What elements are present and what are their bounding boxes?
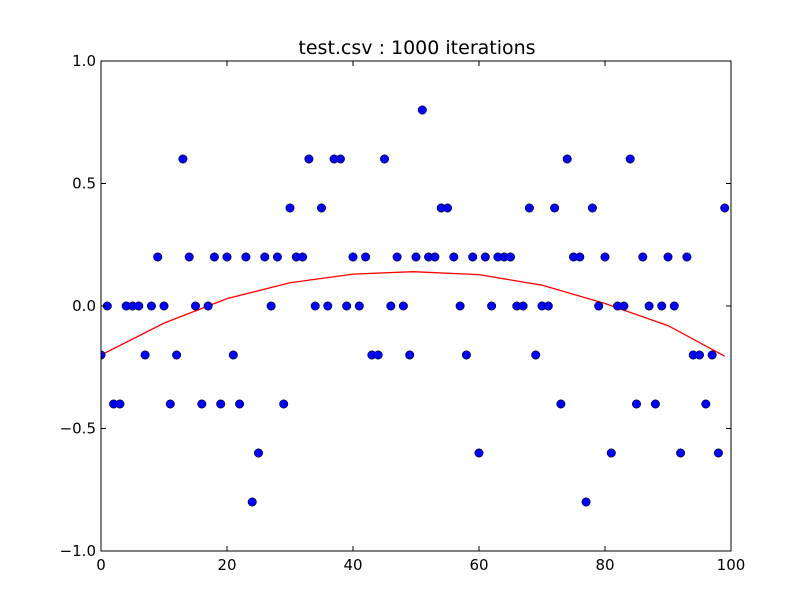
x-tick-label: 0: [96, 556, 106, 574]
data-point: [442, 203, 452, 213]
data-point: [543, 301, 553, 311]
y-tick-label: −1.0: [60, 542, 96, 560]
data-point: [455, 301, 465, 311]
data-point: [178, 154, 188, 164]
data-point: [165, 399, 175, 409]
data-point: [411, 252, 421, 262]
y-tick-label: 0.5: [72, 175, 96, 193]
data-point: [203, 301, 213, 311]
data-point: [694, 350, 704, 360]
plot-area-frame: [100, 60, 732, 552]
data-point: [594, 301, 604, 311]
data-point: [260, 252, 270, 262]
data-point: [606, 448, 616, 458]
data-point: [386, 301, 396, 311]
data-point: [518, 301, 528, 311]
data-point: [310, 301, 320, 311]
data-point: [600, 252, 610, 262]
data-point: [323, 301, 333, 311]
data-point: [669, 301, 679, 311]
data-point: [468, 252, 478, 262]
data-point: [361, 252, 371, 262]
data-point: [222, 252, 232, 262]
data-point: [304, 154, 314, 164]
data-point: [228, 350, 238, 360]
data-point: [279, 399, 289, 409]
data-point: [392, 252, 402, 262]
data-point: [625, 154, 635, 164]
data-point: [707, 350, 717, 360]
data-point: [562, 154, 572, 164]
data-point: [335, 154, 345, 164]
data-point: [474, 448, 484, 458]
data-point: [505, 252, 515, 262]
data-point: [638, 252, 648, 262]
data-point: [575, 252, 585, 262]
data-point: [405, 350, 415, 360]
x-tick-label: 60: [469, 556, 488, 574]
y-tick-label: 1.0: [72, 52, 96, 70]
data-point: [235, 399, 245, 409]
data-point: [556, 399, 566, 409]
data-point: [184, 252, 194, 262]
data-point: [682, 252, 692, 262]
y-tick-label: 0.0: [72, 297, 96, 315]
data-point: [342, 301, 352, 311]
data-point: [581, 497, 591, 507]
data-point: [241, 252, 251, 262]
data-point: [115, 399, 125, 409]
data-point: [461, 350, 471, 360]
data-point: [298, 252, 308, 262]
data-point: [348, 252, 358, 262]
data-point: [354, 301, 364, 311]
data-point: [550, 203, 560, 213]
data-point: [159, 301, 169, 311]
data-point: [449, 252, 459, 262]
data-point: [285, 203, 295, 213]
data-point: [644, 301, 654, 311]
chart-title: test.csv : 1000 iterations: [298, 37, 535, 59]
data-point: [663, 252, 673, 262]
data-point: [373, 350, 383, 360]
data-point: [713, 448, 723, 458]
data-point: [531, 350, 541, 360]
data-point: [398, 301, 408, 311]
data-point: [272, 252, 282, 262]
data-point: [146, 301, 156, 311]
data-point: [197, 399, 207, 409]
data-point: [720, 203, 730, 213]
data-point: [191, 301, 201, 311]
data-point: [480, 252, 490, 262]
x-tick-label: 40: [343, 556, 362, 574]
data-point: [254, 448, 264, 458]
data-point: [247, 497, 257, 507]
y-tick-label: −0.5: [60, 420, 96, 438]
data-point: [153, 252, 163, 262]
data-point: [316, 203, 326, 213]
fit-curve: [101, 271, 726, 357]
data-point: [657, 301, 667, 311]
data-point: [172, 350, 182, 360]
data-point: [417, 105, 427, 115]
x-tick-label: 20: [217, 556, 236, 574]
data-point: [430, 252, 440, 262]
data-point: [266, 301, 276, 311]
data-point: [619, 301, 629, 311]
x-tick-label: 100: [717, 556, 746, 574]
data-point: [701, 399, 711, 409]
data-point: [587, 203, 597, 213]
data-point: [631, 399, 641, 409]
data-point: [487, 301, 497, 311]
data-point: [676, 448, 686, 458]
data-point: [379, 154, 389, 164]
x-tick-label: 80: [595, 556, 614, 574]
data-point: [209, 252, 219, 262]
data-point: [216, 399, 226, 409]
data-point: [524, 203, 534, 213]
data-point: [140, 350, 150, 360]
data-point: [134, 301, 144, 311]
data-point: [650, 399, 660, 409]
